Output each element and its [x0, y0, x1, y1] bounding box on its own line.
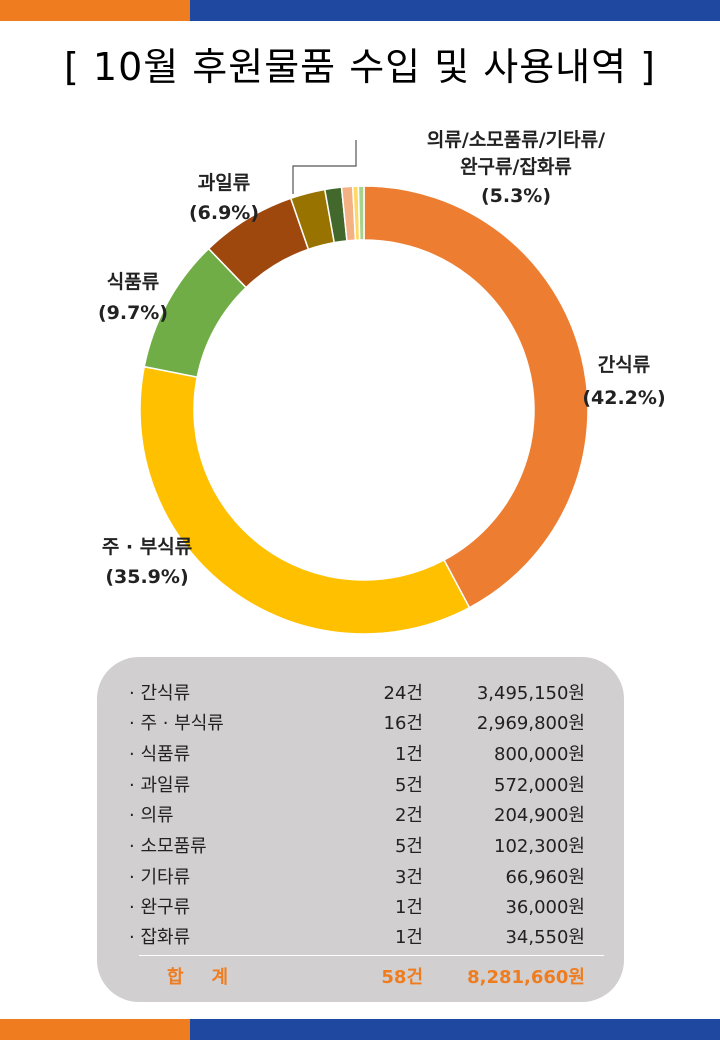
- total-row: 합계 58건 8,281,660원: [97, 959, 624, 989]
- label-fruit-name: 과일류: [198, 172, 250, 194]
- table-row: · 잡화류 1건 34,550원: [97, 919, 624, 949]
- misc-leader-line: [292, 140, 357, 194]
- label-fruit-pct: (6.9%): [189, 202, 259, 224]
- total-count: 58건: [381, 967, 423, 988]
- bottom-color-band: [0, 1019, 720, 1040]
- row-category: · 주 · 부식류: [129, 713, 224, 734]
- row-category: · 의류: [129, 805, 174, 826]
- row-category: · 완구류: [129, 897, 191, 918]
- row-category: · 잡화류: [129, 927, 191, 948]
- row-amount: 2,969,800원: [476, 713, 585, 734]
- label-snack-pct: (42.2%): [582, 387, 665, 409]
- label-misc-pct: (5.3%): [481, 185, 551, 207]
- row-count: 2건: [394, 805, 423, 826]
- donut-chart: 간식류 (42.2%) 주 · 부식류 (35.9%) 식품류 (9.7%) 과…: [98, 129, 666, 635]
- row-amount: 36,000원: [505, 897, 585, 918]
- top-band-blue: [190, 0, 720, 21]
- row-category: · 소모품류: [129, 836, 207, 857]
- row-count: 5건: [394, 836, 423, 857]
- label-food-pct: (9.7%): [98, 302, 168, 324]
- total-label: 합계: [167, 967, 257, 988]
- table-row: · 완구류 1건 36,000원: [97, 889, 624, 919]
- total-amount: 8,281,660원: [467, 967, 585, 988]
- donut-slices: [139, 185, 589, 635]
- top-band-orange: [0, 0, 190, 21]
- top-color-band: [0, 0, 720, 21]
- row-amount: 3,495,150원: [476, 683, 585, 704]
- label-food-name: 식품류: [107, 271, 159, 293]
- donut-slice-1: [363, 185, 589, 609]
- label-snack-name: 간식류: [598, 354, 650, 376]
- row-amount: 204,900원: [494, 805, 585, 826]
- row-count: 16건: [383, 713, 423, 734]
- row-amount: 66,960원: [505, 867, 585, 888]
- table-row: · 과일류 5건 572,000원: [97, 767, 624, 797]
- row-category: · 간식류: [129, 683, 191, 704]
- table-row: · 의류 2건 204,900원: [97, 797, 624, 827]
- row-count: 1건: [394, 897, 423, 918]
- table-row: · 주 · 부식류 16건 2,969,800원: [97, 705, 624, 735]
- row-count: 1건: [394, 744, 423, 765]
- donut-slice-9: [357, 185, 365, 241]
- label-misc-line1: 의류/소모품류/기타류/: [427, 129, 605, 151]
- row-category: · 식품류: [129, 744, 191, 765]
- row-count: 24건: [383, 683, 423, 704]
- page-title: [ 10월 후원물품 수입 및 사용내역 ]: [64, 45, 656, 89]
- row-count: 3건: [394, 867, 423, 888]
- row-count: 5건: [394, 775, 423, 796]
- label-misc-line2: 완구류/잡화류: [460, 156, 572, 178]
- total-divider: [139, 955, 604, 956]
- bottom-band-orange: [0, 1019, 190, 1040]
- row-amount: 102,300원: [494, 836, 585, 857]
- row-category: · 과일류: [129, 775, 191, 796]
- bottom-band-blue: [190, 1019, 720, 1040]
- table-row: · 식품류 1건 800,000원: [97, 736, 624, 766]
- label-staple-name: 주 · 부식류: [102, 536, 192, 558]
- label-staple-pct: (35.9%): [105, 566, 188, 588]
- table-row: · 간식류 24건 3,495,150원: [97, 675, 624, 705]
- row-count: 1건: [394, 927, 423, 948]
- row-amount: 800,000원: [494, 744, 585, 765]
- table-row: · 소모품류 5건 102,300원: [97, 828, 624, 858]
- table-row: · 기타류 3건 66,960원: [97, 859, 624, 889]
- row-amount: 34,550원: [505, 927, 585, 948]
- row-amount: 572,000원: [494, 775, 585, 796]
- donut-slice-2: [139, 365, 471, 635]
- summary-table-panel: · 간식류 24건 3,495,150원 · 주 · 부식류 16건 2,969…: [97, 657, 624, 1002]
- row-category: · 기타류: [129, 867, 191, 888]
